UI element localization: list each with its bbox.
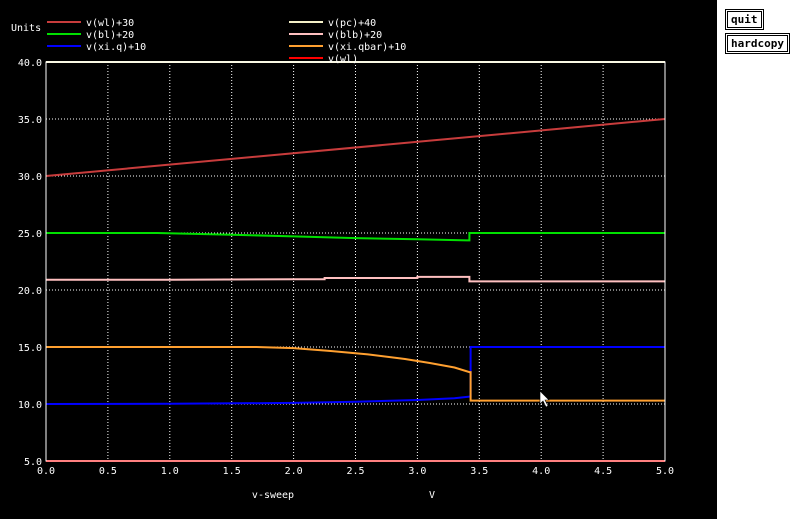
legend-entry: v(wl)+30 <box>86 18 134 29</box>
legend-entry: v(xi.qbar)+10 <box>328 42 406 53</box>
x-tick-label: 3.5 <box>470 466 488 477</box>
x-tick-label: 4.0 <box>532 466 550 477</box>
x-tick-label: 2.5 <box>346 466 364 477</box>
legend: v(wl)+30 v(pc)+40 v(bl)+20 v(blb)+20 v(xi.q)… <box>47 18 406 65</box>
x-tick-label: 5.0 <box>656 466 674 477</box>
chart: 0.0 0.5 1.0 1.5 2.0 2.5 3.0 3.5 4.0 4.5 5.0 5.0 10.0… <box>11 18 674 501</box>
x-tick-label: 1.0 <box>161 466 179 477</box>
axes: 0.0 0.5 1.0 1.5 2.0 2.5 3.0 3.5 4.0 4.5 5.0 5.0 10.0… <box>18 58 674 477</box>
legend-entry: v(wl) <box>328 54 358 65</box>
plot-window: 0.0 0.5 1.0 1.5 2.0 2.5 3.0 3.5 4.0 4.5 5.0 5.0 10.0… <box>0 0 717 519</box>
y-tick-label: 30.0 <box>18 172 42 183</box>
grid <box>46 62 665 461</box>
legend-entry: v(xi.q)+10 <box>86 42 146 53</box>
y-axis-label: Units <box>11 23 41 34</box>
series-line <box>46 232 665 242</box>
x-tick-label: 3.0 <box>408 466 426 477</box>
series-lines <box>45 61 666 462</box>
y-tick-label: 10.0 <box>18 400 42 411</box>
legend-entry: v(bl)+20 <box>86 30 134 41</box>
hardcopy-button[interactable]: hardcopy <box>725 33 790 54</box>
y-tick-label: 20.0 <box>18 286 42 297</box>
y-tick-label: 25.0 <box>18 229 42 240</box>
legend-entry: v(blb)+20 <box>328 30 382 41</box>
y-tick-label: 35.0 <box>18 115 42 126</box>
y-tick-label: 15.0 <box>18 343 42 354</box>
x-tick-label: 4.5 <box>594 466 612 477</box>
x-tick-label: 0.0 <box>37 466 55 477</box>
plot-frame <box>45 61 666 462</box>
quit-button[interactable]: quit <box>725 9 764 30</box>
mouse-cursor-icon <box>539 390 550 408</box>
y-tick-label: 5.0 <box>24 457 42 468</box>
x-axis-label: v-sweep <box>252 490 294 501</box>
legend-entry: v(pc)+40 <box>328 18 376 29</box>
x-tick-label: 0.5 <box>99 466 117 477</box>
series-line <box>46 275 665 283</box>
x-tick-label: 1.5 <box>223 466 241 477</box>
y-tick-label: 40.0 <box>18 58 42 69</box>
x-tick-label: 2.0 <box>285 466 303 477</box>
series-line <box>45 118 666 177</box>
series-line <box>46 346 665 402</box>
x-axis-unit: V <box>429 490 435 501</box>
